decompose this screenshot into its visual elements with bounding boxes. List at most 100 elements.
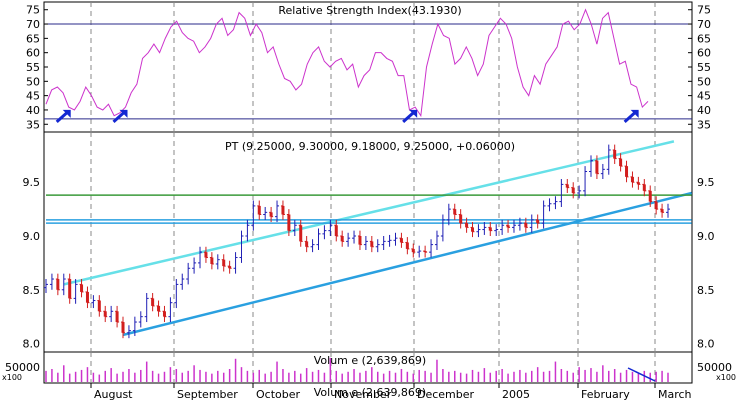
- rsi-tick-label-left: 75: [26, 4, 40, 17]
- ohlc-bar: [547, 198, 552, 212]
- ohlc-bar: [198, 246, 203, 269]
- ohlc-bar: [606, 144, 611, 175]
- rsi-tick-label-right: 60: [697, 47, 711, 60]
- ohlc-bar: [79, 279, 84, 298]
- ohlc-bar: [464, 217, 469, 233]
- ohlc-bar: [192, 257, 197, 274]
- price-panel: [44, 140, 692, 339]
- rsi-tick-label-left: 45: [26, 90, 40, 103]
- rsi-tick-label-left: 50: [26, 75, 40, 88]
- rsi-tick-label-right: 50: [697, 75, 711, 88]
- ohlc-bar: [529, 214, 534, 233]
- ohlc-bar: [612, 144, 617, 164]
- ohlc-bar: [535, 214, 540, 229]
- ohlc-bar: [565, 179, 570, 193]
- ohlc-bar: [132, 316, 137, 337]
- ohlc-bar: [458, 209, 463, 229]
- buy-signal-arrow: [55, 109, 71, 123]
- rsi-panel: [44, 8, 692, 123]
- x-axis: August September October November December 20…: [90, 383, 692, 401]
- ohlc-bar: [571, 182, 576, 199]
- ohlc-bar: [310, 239, 315, 253]
- ohlc-bar: [286, 209, 291, 237]
- ohlc-bar: [417, 245, 422, 258]
- price-tick-label-right: 8.5: [697, 284, 715, 297]
- price-tick-label-right: 8.0: [697, 338, 715, 351]
- ohlc-bar: [85, 286, 90, 309]
- ohlc-bar: [180, 273, 185, 290]
- rsi-tick-label-left: 65: [26, 32, 40, 45]
- ohlc-bar: [233, 252, 238, 274]
- ohlc-bar: [103, 305, 108, 323]
- ohlc-bar: [517, 217, 522, 231]
- ohlc-bar: [209, 252, 214, 270]
- ohlc-bar: [482, 222, 487, 235]
- ohlc-bar: [476, 224, 481, 238]
- ohlc-bar: [340, 230, 345, 247]
- volume-title: Volum e (2,639,869): [314, 354, 426, 367]
- volume-ghost-label: Volum e (2,639,869): [314, 386, 426, 399]
- ohlc-bar: [553, 196, 558, 210]
- rsi-tick-label-left: 60: [26, 47, 40, 60]
- ohlc-bar: [168, 297, 173, 323]
- ohlc-bar: [440, 214, 445, 242]
- ohlc-bar: [316, 228, 321, 250]
- ohlc-bar: [138, 311, 143, 328]
- ohlc-bar: [61, 273, 66, 296]
- ohlc-bar: [227, 260, 232, 274]
- ohlc-bar: [121, 316, 126, 339]
- ohlc-bar: [203, 246, 208, 263]
- price-tick-label-right: 9.0: [697, 230, 715, 243]
- ohlc-bar: [369, 236, 374, 253]
- ohlc-bar: [257, 200, 262, 220]
- price-title: PT (9.25000, 9.30000, 9.18000, 9.25000, …: [225, 140, 515, 153]
- ohlc-bar: [583, 166, 588, 197]
- ohlc-bar: [654, 196, 659, 215]
- ohlc-bar: [452, 203, 457, 220]
- lower-trendline: [122, 191, 692, 337]
- ohlc-bar: [73, 279, 78, 304]
- ohlc-bar: [97, 295, 102, 317]
- month-label: December: [417, 388, 475, 401]
- rsi-tick-label-left: 55: [26, 61, 40, 74]
- ohlc-bar: [429, 239, 434, 258]
- ohlc-bar: [660, 203, 665, 218]
- ohlc-bar: [375, 239, 380, 253]
- ohlc-bar: [346, 232, 351, 247]
- ohlc-bar: [506, 219, 511, 233]
- rsi-tick-label-right: 65: [697, 32, 711, 45]
- ohlc-bar: [624, 160, 629, 183]
- rsi-tick-label-left: 35: [26, 118, 40, 131]
- rsi-tick-label-right: 35: [697, 118, 711, 131]
- ohlc-bar: [251, 200, 256, 231]
- ohlc-bar: [446, 203, 451, 226]
- ohlc-bar: [245, 219, 250, 242]
- ohlc-bar: [150, 293, 155, 312]
- ohlc-bar: [263, 206, 268, 220]
- ohlc-bar: [393, 232, 398, 246]
- month-label: October: [256, 388, 300, 401]
- ohlc-bar: [352, 230, 357, 244]
- rsi-title: Relative Strength Index(43.1930): [278, 4, 461, 17]
- ohlc-bar: [109, 305, 114, 323]
- ohlc-bar: [67, 273, 72, 304]
- month-label: September: [177, 388, 238, 401]
- ohlc-bar: [523, 217, 528, 233]
- price-tick-label-right: 9.5: [697, 176, 715, 189]
- ohlc-bar: [44, 279, 48, 294]
- ohlc-bar: [221, 254, 226, 272]
- ohlc-bar: [387, 234, 392, 247]
- ohlc-bar: [55, 273, 60, 296]
- ohlc-bar: [511, 219, 516, 233]
- month-label: 2005: [502, 388, 530, 401]
- ohlc-bar: [666, 203, 670, 218]
- ohlc-bar: [588, 155, 593, 177]
- rsi-line: [45, 8, 649, 118]
- ohlc-bar: [280, 200, 285, 220]
- ohlc-bar: [559, 179, 564, 207]
- ohlc-bar: [215, 254, 220, 270]
- ohlc-bar: [275, 200, 280, 223]
- rsi-tick-label-right: 55: [697, 61, 711, 74]
- ohlc-bar: [470, 222, 475, 238]
